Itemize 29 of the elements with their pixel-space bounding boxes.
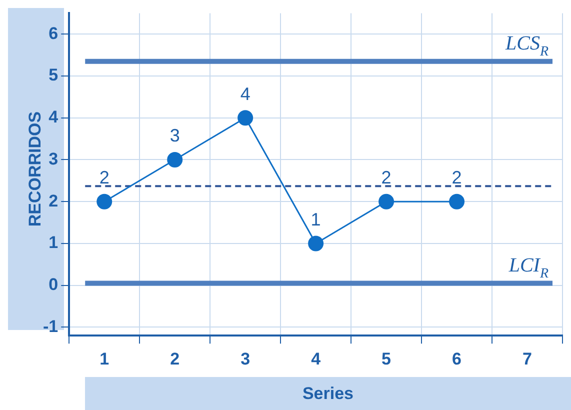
y-tick-label: 3 (48, 149, 58, 168)
y-tick-label: 0 (48, 275, 58, 294)
x-tick-label: 4 (311, 349, 322, 368)
y-tick-label: 2 (48, 191, 58, 210)
x-axis-title: Series (85, 377, 571, 410)
data-label: 2 (99, 168, 110, 188)
y-tick-label: 5 (48, 66, 58, 85)
x-tick-label: 3 (240, 349, 250, 368)
x-tick-label: 7 (522, 349, 532, 368)
y-axis-title: RECORRIDOS (26, 111, 46, 227)
point (167, 152, 183, 168)
data-label: 2 (381, 168, 392, 188)
data-label: 4 (240, 84, 250, 104)
data-label: 3 (170, 126, 180, 146)
y-tick-label: 4 (48, 108, 59, 127)
point (96, 194, 112, 210)
point (308, 236, 324, 252)
data-label: 2 (452, 168, 462, 188)
y-tick-label: 1 (48, 233, 58, 252)
y-tick-label: 6 (48, 24, 58, 43)
y-tick-label: -1 (42, 316, 58, 336)
x-tick-label: 5 (382, 349, 392, 368)
x-tick-label: 6 (452, 349, 462, 368)
point (449, 194, 465, 210)
x-tick-label: 2 (170, 349, 180, 368)
point (378, 194, 394, 210)
data-label: 1 (310, 209, 321, 230)
x-tick-label: 1 (100, 349, 110, 368)
point (238, 110, 254, 126)
